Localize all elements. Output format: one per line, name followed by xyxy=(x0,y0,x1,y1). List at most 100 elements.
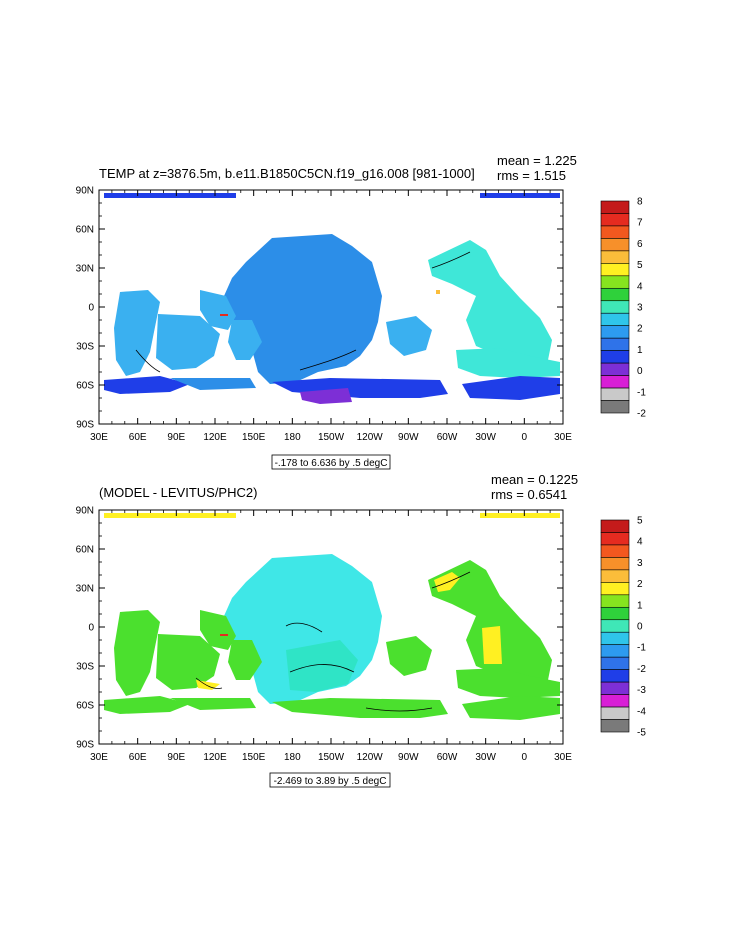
colorbar-label: 7 xyxy=(637,218,643,229)
colorbar-swatch xyxy=(600,557,630,571)
colorbar-swatch xyxy=(600,263,630,277)
lon-tick-label: 30W xyxy=(475,752,496,763)
colorbar-swatch xyxy=(600,719,630,733)
colorbar-swatch xyxy=(600,532,630,546)
lon-tick-label: 150E xyxy=(242,752,266,763)
colorbar-label: 0 xyxy=(637,366,643,377)
lat-tick-label: 90S xyxy=(76,740,94,751)
panel-bottom: (MODEL - LEVITUS/PHC2) mean = 0.1225 rms… xyxy=(76,472,646,788)
colorbar-swatch xyxy=(600,519,630,533)
map-field xyxy=(104,513,560,720)
lat-tick-label: 0 xyxy=(88,623,94,634)
lon-tick-label: 30E xyxy=(90,432,108,443)
lon-tick-label: 90W xyxy=(398,432,419,443)
longitude-axis: 30E 60E 90E 120E 150E 180 150W 120W 90W 60W 30W 0 30… xyxy=(90,510,572,763)
colorbar-swatch xyxy=(600,656,630,670)
lat-tick-label: 30S xyxy=(76,662,94,673)
colorbar-swatch xyxy=(600,681,630,695)
colorbar-swatch xyxy=(600,312,630,327)
lon-tick-label: 30E xyxy=(554,752,572,763)
lat-tick-label: 60N xyxy=(76,225,94,236)
colorbar-label: -3 xyxy=(637,685,646,696)
colorbar-swatch xyxy=(600,619,630,633)
colorbar-swatch xyxy=(600,569,630,583)
colorbar-swatch xyxy=(600,644,630,658)
colorbar-swatch xyxy=(600,582,630,596)
lon-tick-label: 0 xyxy=(522,752,528,763)
lon-tick-label: 150W xyxy=(318,752,345,763)
lon-tick-label: 30W xyxy=(475,432,496,443)
colorbar-swatch xyxy=(600,606,630,621)
colorbar-label: 6 xyxy=(637,239,643,250)
lon-tick-label: 120E xyxy=(203,752,227,763)
latitude-axis: 90N 60N 30N 0 30S 60S 90S xyxy=(76,186,563,431)
lat-tick-label: 30N xyxy=(76,584,94,595)
lon-tick-label: 90W xyxy=(398,752,419,763)
panel-title: (MODEL - LEVITUS/PHC2) xyxy=(99,485,257,500)
colorbar-label: -2 xyxy=(637,409,646,420)
panel-title: TEMP at z=3876.5m, b.e11.B1850C5CN.f19_g… xyxy=(99,166,475,181)
lon-tick-label: 180 xyxy=(284,752,301,763)
latitude-axis: 90N 60N 30N 0 30S 60S 90S xyxy=(76,506,563,751)
colorbar-swatch xyxy=(600,669,630,683)
rms-stat: rms = 0.6541 xyxy=(491,487,567,502)
mean-stat: mean = 1.225 xyxy=(497,153,577,168)
lat-tick-label: 90N xyxy=(76,186,94,197)
colorbar-label: 5 xyxy=(637,516,643,527)
colorbar-label: -2 xyxy=(637,664,646,675)
contour-range-label: -.178 to 6.636 by .5 degC xyxy=(275,458,388,469)
lon-tick-label: 30E xyxy=(90,752,108,763)
colorbar-label: 8 xyxy=(637,197,643,208)
colorbar-swatch xyxy=(600,350,630,364)
colorbar-swatch xyxy=(600,362,630,376)
lon-tick-label: 120E xyxy=(203,432,227,443)
lat-tick-label: 30S xyxy=(76,342,94,353)
lon-tick-label: 30E xyxy=(554,432,572,443)
colorbar-swatch xyxy=(600,238,630,252)
lat-tick-label: 30N xyxy=(76,264,94,275)
colorbar-label: 3 xyxy=(637,558,643,569)
colorbar-swatch xyxy=(600,325,630,339)
colorbar-label: 3 xyxy=(637,303,643,314)
colorbar-swatch xyxy=(600,213,630,227)
lat-tick-label: 60S xyxy=(76,381,94,392)
lat-tick-label: 0 xyxy=(88,303,94,314)
colorbar-label: 1 xyxy=(637,345,643,356)
colorbar-swatch xyxy=(600,387,630,401)
colorbar-label: 2 xyxy=(637,579,643,590)
colorbar-label: -4 xyxy=(637,706,646,717)
lon-tick-label: 60E xyxy=(129,432,147,443)
lon-tick-label: 90E xyxy=(167,752,185,763)
colorbar-label: 0 xyxy=(637,622,643,633)
colorbar-label: 4 xyxy=(637,537,643,548)
lon-tick-label: 60W xyxy=(437,752,458,763)
lat-tick-label: 90N xyxy=(76,506,94,517)
map-field xyxy=(104,193,560,404)
contour-range-label: -2.469 to 3.89 by .5 degC xyxy=(274,776,387,787)
lon-tick-label: 120W xyxy=(357,432,384,443)
longitude-axis: 30E 60E 90E 120E 150E 180 150W 120W 90W 60W 30W 0 30… xyxy=(90,190,572,443)
colorbar-swatch xyxy=(600,594,630,608)
colorbar-label: 2 xyxy=(637,324,643,335)
colorbar-swatch xyxy=(600,337,630,351)
colorbar-label: 1 xyxy=(637,600,643,611)
colorbar-label: 5 xyxy=(637,260,643,271)
colorbar-label: -1 xyxy=(637,643,646,654)
lon-tick-label: 60E xyxy=(129,752,147,763)
lon-tick-label: 60W xyxy=(437,432,458,443)
colorbar-label: 4 xyxy=(637,281,643,292)
colorbar: 5 4 3 2 1 0 -1 -2 -3 -4 -5 xyxy=(600,516,646,739)
colorbar-swatch xyxy=(600,275,630,289)
colorbar-swatch xyxy=(600,694,630,708)
lon-tick-label: 120W xyxy=(357,752,384,763)
colorbar-swatch xyxy=(600,706,630,720)
panel-top: TEMP at z=3876.5m, b.e11.B1850C5CN.f19_g… xyxy=(76,153,646,470)
colorbar-swatch xyxy=(600,544,630,558)
lon-tick-label: 150W xyxy=(318,432,345,443)
colorbar-label: -5 xyxy=(637,728,646,739)
colorbar-swatch xyxy=(600,287,630,302)
lon-tick-label: 90E xyxy=(167,432,185,443)
colorbar-swatch xyxy=(600,225,630,239)
lat-tick-label: 60S xyxy=(76,701,94,712)
